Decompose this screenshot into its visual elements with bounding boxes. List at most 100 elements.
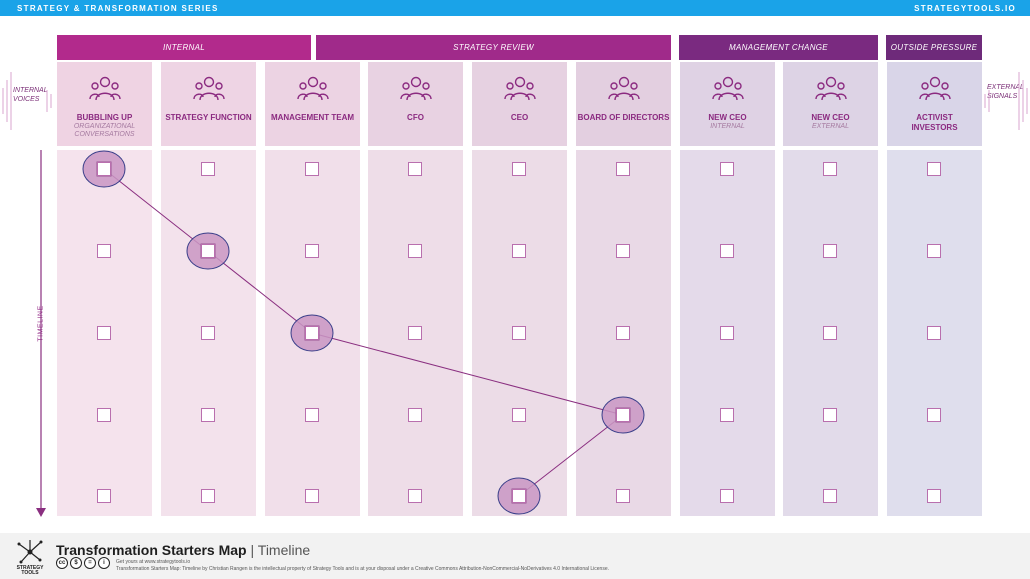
timeline-checkbox[interactable]	[408, 244, 422, 258]
timeline-checkbox[interactable]	[823, 162, 837, 176]
column-header: CFO	[368, 62, 463, 146]
timeline-checkbox[interactable]	[97, 489, 111, 503]
timeline-checkbox[interactable]	[823, 489, 837, 503]
external-signals-wave-icon	[984, 72, 1028, 130]
column-title: ACTIVIST	[916, 113, 953, 122]
column-8: NEW CEO EXTERNAL	[783, 62, 878, 516]
noncommercial-icon: $	[70, 557, 82, 569]
column-header: CEO	[472, 62, 567, 146]
timeline-checkbox[interactable]	[616, 489, 630, 503]
finance-person-icon	[399, 72, 433, 106]
column-title: CEO	[510, 113, 529, 122]
timeline-checkbox[interactable]	[616, 326, 630, 340]
column-title: STRATEGY FUNCTION	[165, 113, 252, 122]
timeline-checkbox[interactable]	[201, 326, 215, 340]
new-ceo-internal-icon	[711, 72, 745, 106]
license-text: Transformation Starters Map: Timeline by…	[116, 566, 610, 572]
timeline-checkbox[interactable]	[720, 489, 734, 503]
chess-knight-team-icon	[192, 72, 226, 106]
column-header: MANAGEMENT TEAM	[265, 62, 360, 146]
timeline-checkbox[interactable]	[201, 244, 215, 258]
org-hierarchy-icon	[296, 72, 330, 106]
board-table-icon	[607, 72, 641, 106]
timeline-checkbox[interactable]	[512, 408, 526, 422]
map-title: Transformation Starters Map | Timeline	[56, 542, 311, 558]
timeline-checkbox[interactable]	[97, 326, 111, 340]
timeline-checkbox[interactable]	[927, 326, 941, 340]
column-subtitle: INTERNAL	[710, 123, 745, 130]
timeline-checkbox[interactable]	[927, 244, 941, 258]
timeline-checkbox[interactable]	[823, 408, 837, 422]
attribution-icon: i	[98, 557, 110, 569]
timeline-checkbox[interactable]	[408, 162, 422, 176]
internal-voices-label: INTERNAL VOICES	[13, 87, 48, 103]
noderivatives-icon: =	[84, 557, 96, 569]
timeline-checkbox[interactable]	[201, 489, 215, 503]
column-title: NEW CEO	[811, 113, 850, 122]
cc-icon: cc	[56, 557, 68, 569]
column-title: BOARD OF DIRECTORS	[577, 113, 670, 122]
executive-gear-icon	[503, 72, 537, 106]
column-header: BUBBLING UP ORGANIZATIONAL CONVERSATIONS	[57, 62, 152, 146]
network-person-icon	[814, 72, 848, 106]
logo-text: STRATEGY TOOLS	[16, 565, 44, 576]
timeline-checkbox[interactable]	[97, 162, 111, 176]
internal-voices-wave-icon	[2, 72, 52, 130]
column-subtitle: ORGANIZATIONAL CONVERSATIONS	[73, 123, 136, 138]
timeline-checkbox[interactable]	[823, 326, 837, 340]
timeline-checkbox[interactable]	[927, 162, 941, 176]
timeline-checkbox[interactable]	[305, 489, 319, 503]
timeline-arrow	[36, 150, 46, 517]
group-outside-pressure: OUTSIDE PRESSURE	[886, 35, 982, 60]
timeline-checkbox[interactable]	[201, 162, 215, 176]
timeline-checkbox[interactable]	[616, 244, 630, 258]
column-title: CFO	[407, 113, 424, 122]
timeline-checkbox[interactable]	[305, 162, 319, 176]
timeline-checkbox[interactable]	[512, 244, 526, 258]
timeline-checkbox[interactable]	[512, 162, 526, 176]
investor-group-icon	[918, 72, 952, 106]
timeline-checkbox[interactable]	[616, 408, 630, 422]
timeline-checkbox[interactable]	[512, 489, 526, 503]
group-strategy-review: STRATEGY REVIEW	[316, 35, 671, 60]
timeline-checkbox[interactable]	[97, 244, 111, 258]
strategy-tools-logo-icon	[17, 540, 43, 564]
timeline-checkbox[interactable]	[720, 244, 734, 258]
timeline-checkbox[interactable]	[616, 162, 630, 176]
column-title: NEW CEO	[708, 113, 747, 122]
timeline-checkbox[interactable]	[720, 162, 734, 176]
column-title: BUBBLING UP	[76, 113, 133, 122]
timeline-checkbox[interactable]	[97, 408, 111, 422]
series-title: STRATEGY & TRANSFORMATION SERIES	[17, 4, 219, 13]
column-header: ACTIVIST INVESTORS	[887, 62, 982, 146]
timeline-checkbox[interactable]	[305, 244, 319, 258]
path-line	[103, 168, 625, 497]
timeline-checkbox[interactable]	[408, 408, 422, 422]
column-subtitle: INVESTORS	[911, 123, 958, 132]
timeline-checkbox[interactable]	[305, 408, 319, 422]
column-title: MANAGEMENT TEAM	[270, 113, 355, 122]
timeline-checkbox[interactable]	[201, 408, 215, 422]
column-header: NEW CEO INTERNAL	[680, 62, 775, 146]
footer: STRATEGY TOOLS Transformation Starters M…	[0, 533, 1030, 579]
timeline-checkbox[interactable]	[512, 326, 526, 340]
column-header: NEW CEO EXTERNAL	[783, 62, 878, 146]
external-signals-label: EXTERNAL SIGNALS	[987, 84, 1024, 100]
timeline-checkbox[interactable]	[927, 408, 941, 422]
timeline-checkbox[interactable]	[305, 326, 319, 340]
timeline-checkbox[interactable]	[408, 326, 422, 340]
column-subtitle: EXTERNAL	[812, 123, 849, 130]
timeline-checkbox[interactable]	[927, 489, 941, 503]
group-management-change: MANAGEMENT CHANGE	[679, 35, 878, 60]
timeline-checkbox[interactable]	[823, 244, 837, 258]
top-banner: STRATEGY & TRANSFORMATION SERIES STRATEG…	[0, 0, 1030, 16]
timeline-checkbox[interactable]	[720, 326, 734, 340]
group-internal: INTERNAL	[57, 35, 311, 60]
site-link[interactable]: STRATEGYTOOLS.IO	[914, 4, 1016, 13]
column-header: BOARD OF DIRECTORS	[576, 62, 671, 146]
people-talking-icon	[88, 72, 122, 106]
column-header: STRATEGY FUNCTION	[161, 62, 256, 146]
timeline-checkbox[interactable]	[720, 408, 734, 422]
get-yours-text[interactable]: Get yours at www.strategytools.io	[116, 559, 191, 565]
timeline-checkbox[interactable]	[408, 489, 422, 503]
